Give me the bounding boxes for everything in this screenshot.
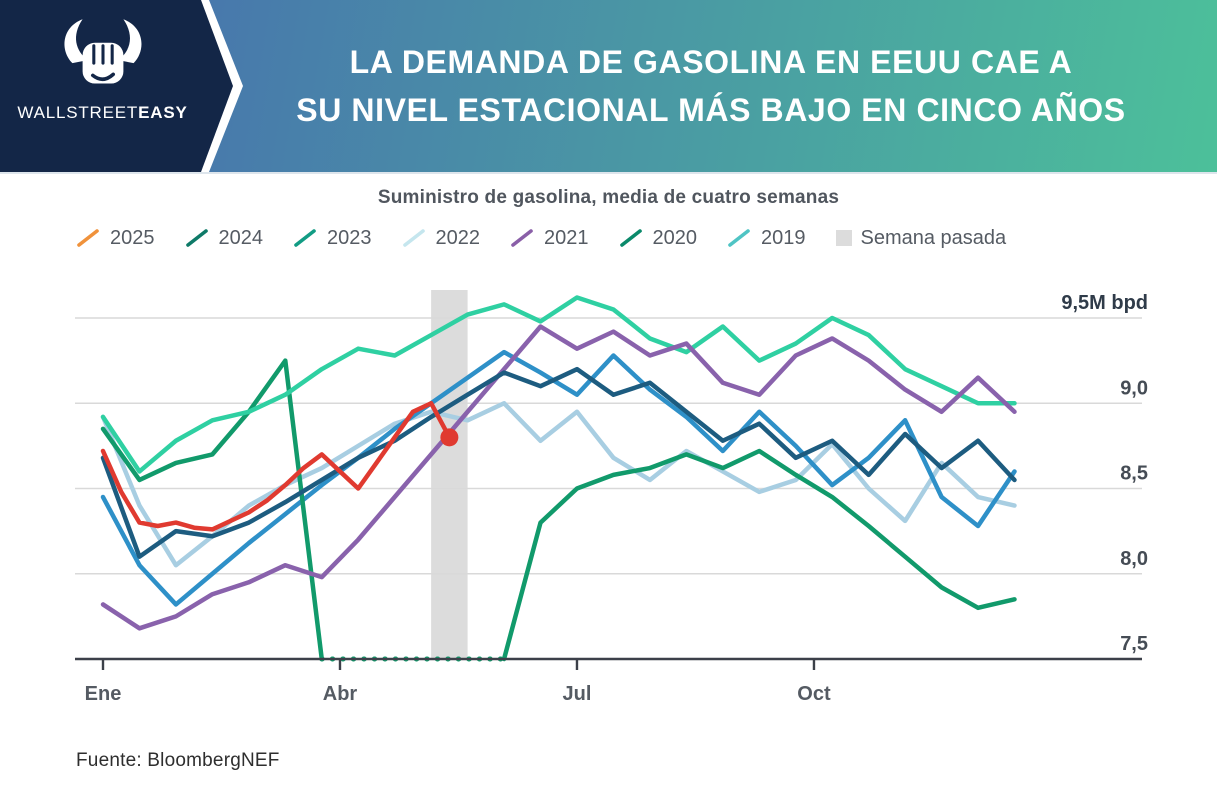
series-line-2025 (100, 401, 452, 532)
chart-legend: 2025 2024 2023 2022 2021 2020 2019 Semana pasad… (76, 224, 1217, 252)
legend-item-2023: 2023 (293, 227, 372, 250)
series-line-2021 (100, 324, 1017, 631)
series-line-2023 (100, 295, 1017, 474)
brand-block (0, 0, 233, 172)
page-title-line2: SU NIVEL ESTACIONAL MÁS BAJO EN CINCO AÑ… (296, 92, 1126, 128)
legend-label: 2020 (652, 226, 698, 249)
legend-swatch-icon (77, 229, 99, 247)
legend-swatch-icon (185, 229, 208, 247)
legend-item-2020: 2020 (619, 226, 698, 250)
series-line-2020 (501, 448, 1017, 662)
chart-subtitle: Suministro de gasolina, media de cuatro … (377, 187, 840, 208)
line-chart: Ene Abr Jul Oct 9,5M bpd 9,0 8,5 8,0 7,5 (0, 270, 1217, 740)
x-tick-label-Jul: Jul (563, 683, 592, 705)
legend-swatch-icon (619, 229, 642, 247)
y-tick-label-9.5: 9,5M bpd (1061, 292, 1148, 314)
latest-point-dot (440, 428, 459, 447)
x-tick-label-Oct: Oct (797, 683, 831, 705)
legend-label: Semana pasada (860, 226, 1007, 249)
legend-item-2021: 2021 (510, 227, 589, 250)
y-tick-label-8.5: 8,5 (1120, 463, 1148, 485)
legend-label: 2022 (435, 226, 481, 249)
chart-svg: Ene Abr Jul Oct 9,5M bpd 9,0 8,5 8,0 7,5 (75, 290, 1148, 705)
header-banner: LA DEMANDA DE GASOLINA EN EEUU CAE A SU … (0, 0, 1217, 174)
x-tick-label-Abr: Abr (323, 683, 358, 705)
legend-item-semana-pasada: Semana pasada (835, 226, 1007, 250)
series-line-2019 (100, 349, 1017, 607)
series-line-2024 (100, 366, 1017, 559)
legend-label: 2025 (110, 226, 155, 249)
x-tick-label-Ene: Ene (85, 683, 122, 705)
legend-label: 2021 (544, 226, 589, 249)
y-tick-label-8: 8,0 (1120, 548, 1148, 570)
last-week-band (431, 290, 468, 659)
legend-label: 2023 (327, 226, 372, 249)
series-line-2020 (100, 358, 325, 662)
legend-swatch-icon (402, 229, 425, 247)
bull-logo-icon (52, 14, 154, 101)
y-tick-label-7.5: 7,5 (1120, 633, 1148, 655)
series-line-2022 (100, 401, 1017, 568)
brand-name-light: WALLSTREET (17, 103, 139, 122)
brand-name-bold: EASY (138, 103, 188, 122)
title-banner: LA DEMANDA DE GASOLINA EN EEUU CAE A SU … (205, 0, 1217, 172)
page-title-line1: LA DEMANDA DE GASOLINA EN EEUU CAE A (349, 44, 1073, 80)
legend-item-2024: 2024 (185, 226, 264, 250)
legend-item-2025: 2025 (76, 227, 155, 250)
legend-label: 2024 (218, 226, 264, 249)
legend-item-2019: 2019 (727, 227, 806, 250)
legend-swatch-icon (511, 229, 533, 247)
legend-swatch-icon (728, 229, 750, 247)
legend-swatch-icon (294, 229, 316, 247)
brand-name: WALLSTREETEASY (17, 103, 187, 123)
legend-band-swatch-icon (835, 230, 852, 246)
legend-label: 2019 (761, 226, 806, 249)
y-tick-label-9: 9,0 (1120, 377, 1148, 399)
legend-item-2022: 2022 (402, 226, 481, 250)
source-note: Fuente: BloombergNEF (76, 750, 280, 771)
brand-logo: WALLSTREETEASY (0, 14, 205, 164)
